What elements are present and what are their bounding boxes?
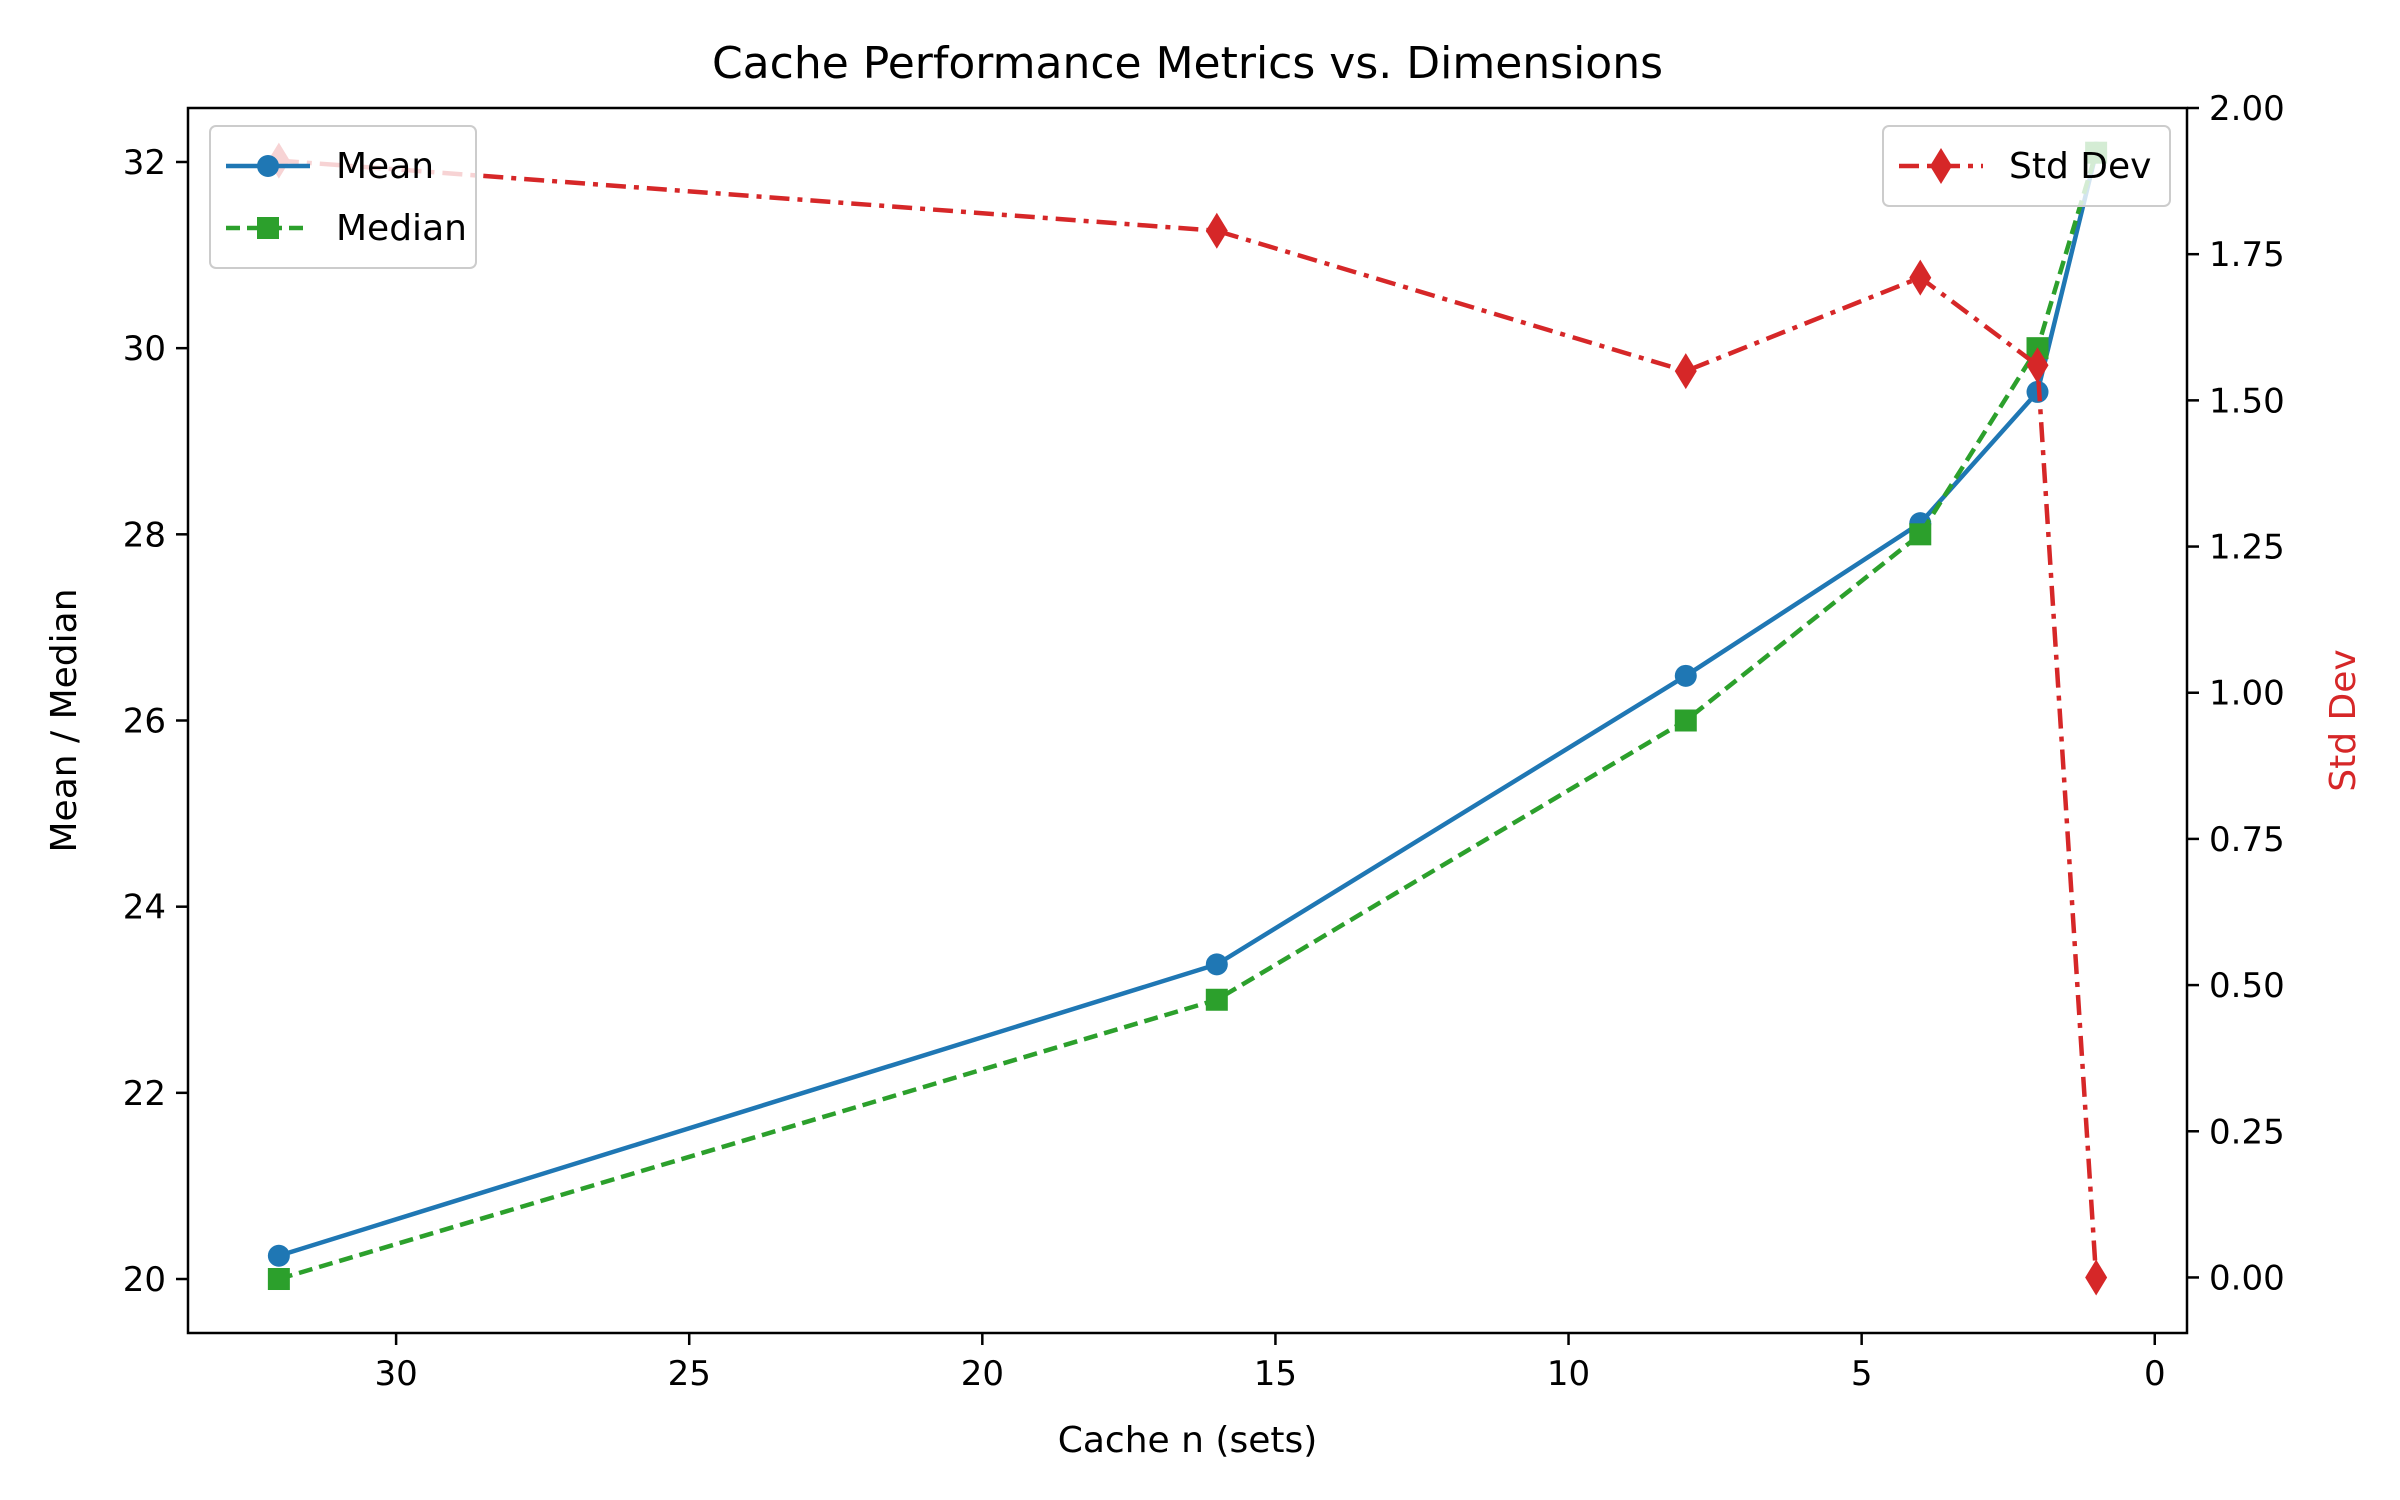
data-point-std-dev xyxy=(1205,212,1228,249)
legend-marker xyxy=(257,155,279,177)
series-line-median xyxy=(278,152,2099,1282)
data-point-median xyxy=(1205,988,1228,1011)
data-point-median xyxy=(267,1268,290,1291)
legend-label: Std Dev xyxy=(2009,146,2151,187)
legend-left: Mean Median xyxy=(209,125,477,269)
series-std-dev xyxy=(267,142,2108,1296)
data-point-median xyxy=(1674,709,1697,732)
data-point-std-dev xyxy=(1674,353,1697,390)
y2-tick-label: 1.50 xyxy=(2209,381,2285,421)
x-tick-label: 25 xyxy=(668,1354,711,1394)
x-tick-label: 30 xyxy=(374,1354,417,1394)
legend-right: Std Dev xyxy=(1882,125,2171,207)
data-point-std-dev xyxy=(2085,1259,2108,1296)
x-tick-label: 0 xyxy=(2144,1354,2166,1394)
x-tick-label: 10 xyxy=(1547,1354,1590,1394)
y2-tick-label: 1.00 xyxy=(2209,674,2285,714)
y2-tick-label: 0.75 xyxy=(2209,820,2285,860)
y2-tick-label: 1.25 xyxy=(2209,528,2285,568)
data-point-std-dev xyxy=(2026,347,2049,384)
y2-tick-label: 0.50 xyxy=(2209,966,2285,1006)
y-tick-label: 26 xyxy=(123,702,166,742)
y-tick-label: 28 xyxy=(123,515,166,555)
data-point-mean xyxy=(1674,664,1697,687)
y-tick-label: 32 xyxy=(123,143,166,183)
y-axis-label: Mean / Median xyxy=(44,588,85,852)
legend-right-frame xyxy=(1882,125,2171,207)
data-point-median xyxy=(1909,523,1932,546)
y2-axis-label: Std Dev xyxy=(2323,649,2364,791)
y2-tick-label: 2.00 xyxy=(2209,89,2285,129)
legend-label: Mean xyxy=(336,146,434,187)
series-mean xyxy=(267,141,2108,1267)
x-tick-label: 20 xyxy=(961,1354,1004,1394)
data-point-mean xyxy=(1205,953,1228,976)
x-axis-ticks: 30 25 20 15 10 5 0 xyxy=(374,1333,2166,1394)
legend-marker xyxy=(1930,148,1952,184)
x-tick-label: 5 xyxy=(1851,1354,1873,1394)
x-axis-label: Cache n (sets) xyxy=(1058,1420,1318,1461)
x-tick-label: 15 xyxy=(1254,1354,1297,1394)
data-point-std-dev xyxy=(1909,259,1932,296)
y2-tick-label: 0.25 xyxy=(2209,1112,2285,1152)
y-tick-label: 30 xyxy=(123,329,166,369)
legend-marker xyxy=(257,217,279,239)
y-tick-label: 22 xyxy=(123,1074,166,1114)
data-point-mean xyxy=(267,1244,290,1267)
y-tick-label: 20 xyxy=(123,1260,166,1300)
legend-label: Median xyxy=(336,208,467,249)
y2-tick-label: 1.75 xyxy=(2209,235,2285,275)
chart-title: Cache Performance Metrics vs. Dimensions xyxy=(712,38,1663,89)
y-axis-ticks: 20 22 24 26 28 30 32 xyxy=(123,143,188,1300)
series-line-std-dev xyxy=(278,158,2099,1278)
y-tick-label: 24 xyxy=(123,888,166,928)
y2-tick-label: 0.00 xyxy=(2209,1258,2285,1298)
y2-axis-ticks: 0.00 0.25 0.50 0.75 1.00 1.25 1.50 1.75 2.00 xyxy=(2187,89,2285,1298)
